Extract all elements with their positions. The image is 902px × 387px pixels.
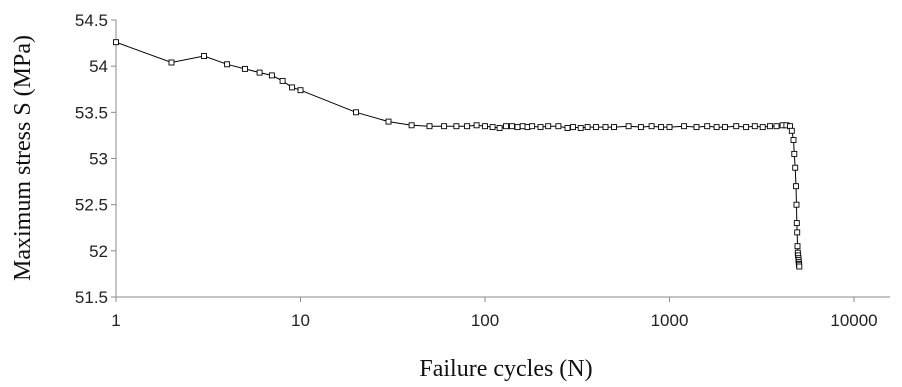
data-point [224,61,231,68]
data-point [625,123,632,130]
data-point [681,123,688,130]
y-axis-title: Maximum stress S (MPa) [10,35,36,281]
data-point [751,123,758,130]
data-point [297,87,304,94]
data-point [503,123,509,130]
data-point [201,53,207,59]
data-point [693,124,700,131]
x-axis-title: Failure cycles (N) [419,356,592,382]
data-point [441,123,448,130]
data-point [519,123,526,130]
data-point [793,183,799,190]
data-point [473,122,480,129]
data-point [509,123,515,130]
data-point [168,59,175,66]
data-point [426,123,433,130]
y-tick-label: 53 [89,150,108,169]
y-tick-label: 51.5 [75,288,108,307]
data-point [385,118,392,125]
data-point [793,201,800,208]
data-point [733,123,740,130]
x-tick-label: 1000 [651,311,689,330]
y-tick-label: 54 [89,57,108,76]
data-point [773,123,780,130]
data-point [289,84,296,91]
data-point [666,124,673,131]
data-point [658,124,665,131]
data-point [570,124,576,131]
x-tick-label: 100 [471,311,499,330]
data-point [268,72,275,79]
data-point [713,124,720,131]
data-point [577,125,584,131]
data-point [256,69,263,76]
data-point [637,124,644,131]
data-point [529,123,536,130]
data-point [482,123,488,130]
data-point [791,150,798,157]
data-point [584,124,591,131]
data-point [496,125,503,131]
data-point [555,123,562,130]
data-point [113,39,119,46]
data-point [743,124,750,131]
y-tick-label: 54.5 [75,11,108,30]
data-point [353,109,359,116]
x-tick-label: 10000 [830,311,877,330]
y-tick-label: 52.5 [75,196,108,215]
data-point [242,65,248,72]
data-point [514,124,521,131]
y-tick-labels: 51.5 52 52.5 53 53.5 54 54.5 [75,11,116,307]
x-tick-label: 1 [111,311,120,330]
series-line [115,41,800,267]
data-point [408,122,415,129]
data-point [793,220,800,227]
data-point [759,124,766,131]
data-point [564,125,571,131]
data-point [704,123,711,130]
data-point [602,124,609,131]
data-point [489,124,496,131]
x-tick-label: 10 [291,311,310,330]
data-point [794,243,801,250]
plot-area [113,39,803,270]
data-point [790,137,797,143]
data-point [279,77,286,84]
data-point [766,123,773,130]
data-point [611,124,617,131]
x-tick-labels: 1 10 100 1000 10000 [111,297,878,330]
y-tick-label: 52 [89,242,108,261]
data-point [722,124,728,131]
y-tick-label: 53.5 [75,103,108,122]
data-point [545,123,552,130]
data-point [593,124,600,131]
data-point [796,263,803,270]
data-point [792,164,799,171]
data-point [464,123,471,130]
data-point [794,229,801,236]
data-point [453,123,460,130]
data-point [648,123,655,130]
data-point [788,127,795,134]
data-point [537,124,544,131]
